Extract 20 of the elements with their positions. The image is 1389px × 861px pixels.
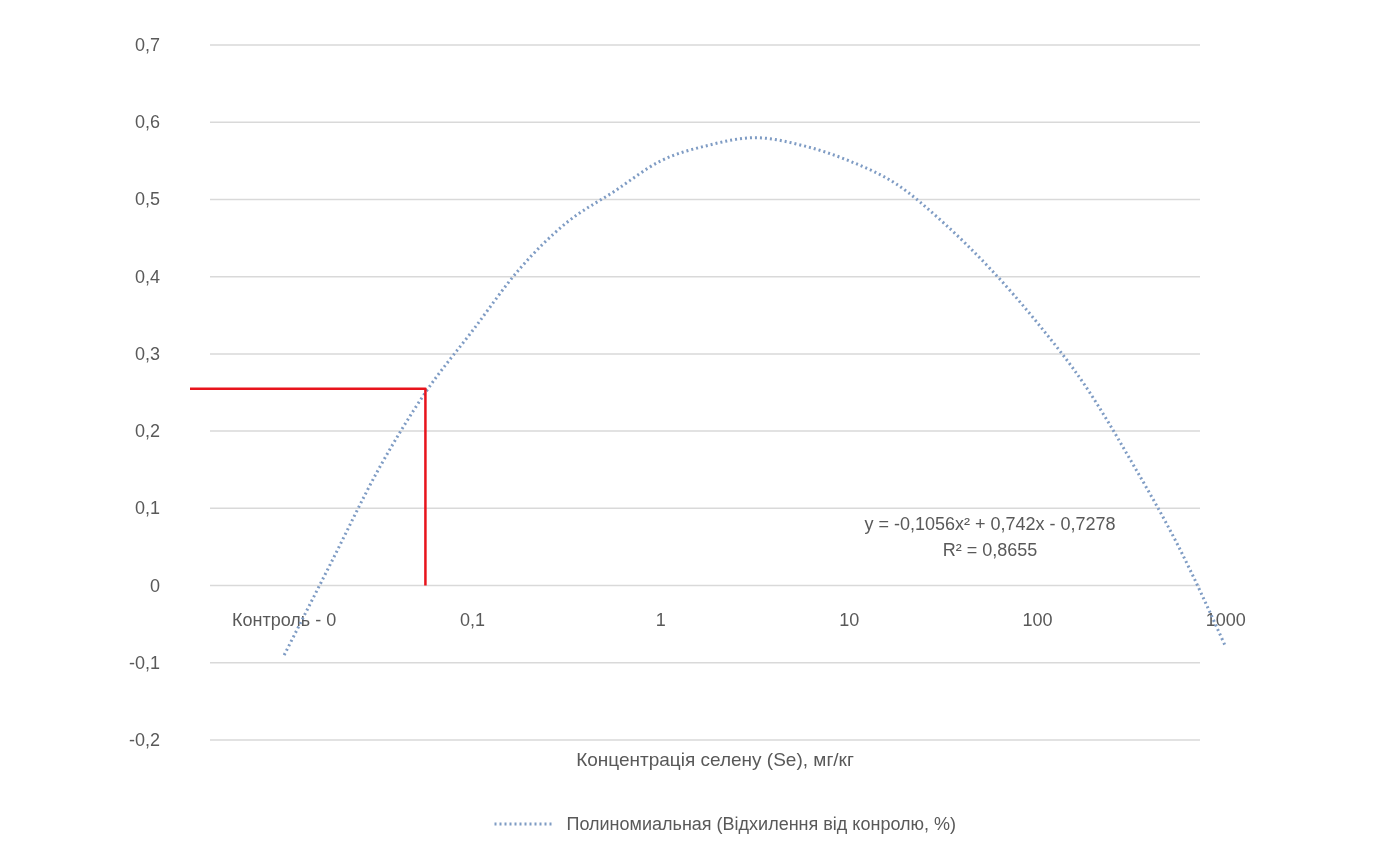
y-tick-label: 0,6 <box>134 112 160 133</box>
x-tick-label: 1 <box>655 609 666 630</box>
x-tick-label: 0,1 <box>459 609 486 630</box>
annotation: y = -0,1056x² + 0,742x - 0,7278 <box>864 514 1116 534</box>
y-tick-label: 0 <box>149 575 160 596</box>
x-tick-label: 100 <box>1022 609 1053 630</box>
y-tick-label: 0,2 <box>134 421 160 442</box>
y-tick-label: 0,1 <box>134 498 160 519</box>
y-tick-label: -0,1 <box>128 652 160 673</box>
x-tick-label: 1000 <box>1205 609 1246 630</box>
y-tick-label: 0,3 <box>134 343 160 364</box>
y-tick-label: 0,5 <box>134 189 160 210</box>
x-tick-label: 10 <box>839 609 860 630</box>
x-tick-label: Контроль - 0 <box>232 609 337 630</box>
y-tick-label: 0,4 <box>134 266 160 287</box>
y-tick-label: 0,7 <box>134 35 160 55</box>
y-tick-label: -0,2 <box>128 730 160 750</box>
annotation: R² = 0,8655 <box>942 540 1038 560</box>
legend-label: Полиномиальная (Відхилення від конролю, %) <box>566 814 957 834</box>
x-axis-title: Концентрація селену (Se), мг/кг <box>576 749 854 770</box>
